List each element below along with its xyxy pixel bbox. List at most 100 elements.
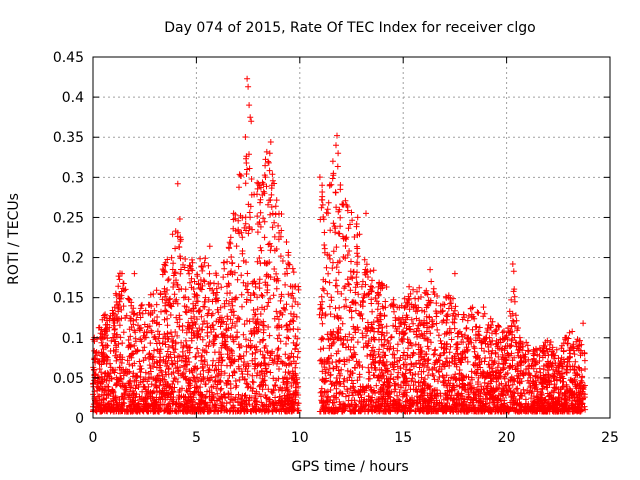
data-point	[215, 309, 222, 316]
data-point	[327, 227, 334, 234]
data-point	[325, 270, 332, 277]
data-point	[316, 174, 323, 181]
data-point	[325, 199, 332, 206]
data-point	[422, 381, 429, 388]
data-point	[243, 336, 249, 343]
data-point	[243, 348, 250, 355]
data-point	[379, 303, 386, 310]
data-point	[391, 380, 398, 387]
data-point	[269, 177, 276, 184]
data-point	[221, 370, 228, 377]
data-point	[262, 365, 269, 372]
data-point	[257, 393, 264, 400]
data-point	[125, 295, 132, 302]
data-point	[417, 360, 424, 367]
data-point	[162, 369, 169, 375]
data-point	[238, 368, 245, 375]
data-point	[288, 350, 295, 357]
data-point	[430, 321, 436, 328]
data-point	[225, 244, 232, 251]
data-point	[354, 261, 361, 268]
data-point	[382, 304, 389, 311]
data-point	[471, 369, 478, 376]
data-point	[264, 303, 271, 310]
data-point	[176, 389, 183, 395]
data-point	[463, 344, 470, 351]
data-point	[264, 287, 271, 293]
data-point	[566, 329, 573, 336]
data-point	[195, 350, 202, 356]
data-point	[232, 384, 239, 391]
data-point	[137, 374, 144, 380]
data-point	[257, 209, 264, 216]
data-point	[182, 308, 189, 315]
data-point	[200, 263, 206, 270]
data-point	[418, 354, 425, 361]
data-point	[152, 382, 159, 389]
data-point	[330, 248, 337, 255]
data-point	[211, 349, 218, 356]
data-point	[267, 369, 274, 376]
data-point	[534, 386, 540, 393]
data-point	[146, 362, 153, 369]
data-point	[359, 315, 366, 322]
data-point	[440, 396, 447, 403]
data-point	[326, 279, 333, 286]
data-point	[343, 234, 350, 241]
data-point	[260, 329, 267, 336]
data-point	[283, 322, 290, 329]
data-point	[153, 375, 159, 382]
data-point	[160, 267, 167, 274]
data-point	[283, 239, 290, 245]
data-point	[202, 294, 209, 301]
data-point	[341, 356, 348, 363]
data-point	[239, 248, 246, 254]
data-point	[323, 209, 330, 216]
data-point	[91, 355, 98, 362]
data-point	[363, 332, 370, 339]
data-point	[443, 330, 450, 337]
data-point	[523, 339, 530, 346]
data-point	[478, 386, 485, 393]
data-point	[405, 345, 411, 352]
data-point	[257, 260, 264, 267]
data-point	[520, 343, 527, 350]
data-point	[132, 348, 139, 355]
data-point	[119, 340, 126, 347]
data-point	[380, 349, 387, 356]
data-point	[210, 383, 217, 390]
data-point	[397, 320, 404, 327]
data-point	[321, 242, 328, 248]
data-point	[344, 276, 351, 283]
data-point	[258, 247, 265, 254]
data-point	[233, 294, 240, 301]
data-point	[335, 358, 342, 365]
data-point	[435, 378, 441, 385]
data-point	[127, 315, 134, 322]
data-point	[391, 308, 397, 315]
data-point	[235, 391, 242, 398]
data-point	[244, 270, 251, 277]
data-point	[347, 346, 354, 353]
data-point	[190, 330, 197, 337]
data-point	[244, 75, 251, 82]
data-point	[221, 265, 228, 272]
data-point	[202, 255, 209, 262]
data-point	[214, 306, 221, 313]
data-point	[278, 293, 285, 300]
data-point	[435, 332, 442, 339]
data-point	[524, 377, 531, 384]
data-point	[445, 377, 452, 384]
data-point	[113, 357, 120, 364]
data-point	[522, 351, 529, 358]
data-point	[150, 291, 157, 297]
data-point	[185, 296, 192, 303]
data-point	[295, 348, 302, 355]
data-point	[257, 382, 264, 389]
data-point	[153, 287, 160, 294]
data-point	[513, 386, 520, 393]
data-point	[261, 172, 268, 179]
data-point	[364, 319, 371, 326]
data-point	[434, 293, 441, 299]
data-point	[432, 346, 439, 353]
